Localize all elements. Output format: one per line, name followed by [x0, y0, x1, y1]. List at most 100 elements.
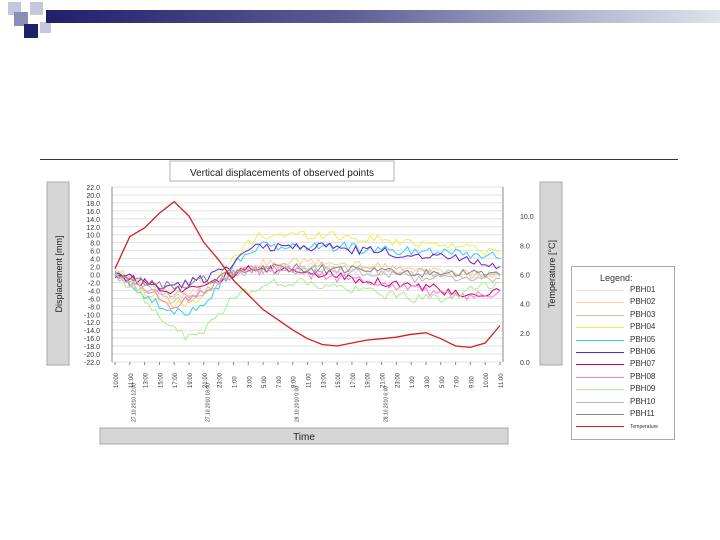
x-tick-label: 10:00: [484, 372, 490, 388]
series-line-pbh09: [114, 273, 501, 342]
legend-label: PBH11: [630, 409, 655, 418]
legend-item: PBH05: [576, 335, 672, 347]
legend-swatch: [576, 376, 624, 378]
legend-item: PBH02: [576, 297, 672, 309]
series-line-temperature: [114, 200, 501, 349]
y-tick-label: -20.0: [84, 352, 100, 359]
legend-swatch: [576, 389, 624, 391]
y-tick-label: 22.0: [86, 185, 100, 192]
y-tick-label: 20.0: [86, 193, 100, 200]
x-tick-label: 23:00: [218, 372, 224, 388]
x-tick-label: 11:00: [499, 373, 505, 388]
x-tick-label: 19:00: [366, 372, 372, 388]
legend-swatch: [576, 426, 624, 428]
x-tick-label: 7:00: [455, 376, 461, 388]
legend-swatch: [576, 302, 624, 304]
x-tick-label: 9:00: [469, 376, 475, 388]
legend-swatch: [576, 414, 624, 415]
y-label-panel: [46, 181, 70, 366]
legend-swatch: [576, 327, 624, 329]
x-tick-label: 3:00: [425, 376, 431, 388]
legend-item: PBH03: [576, 310, 672, 322]
y-tick-label: -18.0: [84, 344, 100, 351]
series-line-pbh03: [114, 261, 501, 305]
legend-label: Temperature: [630, 424, 659, 431]
series-line-pbh06: [114, 242, 501, 290]
y2-tick-label: 6.0: [520, 273, 530, 280]
date-label: 28.10.2010 0:00: [295, 386, 301, 422]
y-tick-label: -8.0: [88, 304, 100, 311]
y2-tick-label: 8.0: [520, 243, 530, 250]
legend-label: PBH07: [630, 359, 656, 369]
x-tick-label: 5:00: [262, 376, 268, 388]
legend-swatch: [576, 364, 624, 366]
deco-square: [8, 2, 21, 15]
y-tick-label: 6.0: [90, 249, 100, 256]
x-tick-label: 3:00: [247, 376, 253, 388]
x-tick-label: 17:00: [173, 372, 179, 388]
corner-decoration: [0, 0, 720, 40]
legend-item: PBH11: [576, 409, 672, 421]
x-tick-label: 10:00: [114, 372, 120, 388]
legend-label: PBH05: [630, 334, 656, 344]
legend-item: PBH09: [576, 384, 672, 396]
legend-swatch: [576, 352, 624, 353]
x-tick-label: 11:00: [307, 373, 313, 388]
y-tick-label: -10.0: [84, 312, 100, 319]
x-label-panel: [99, 427, 509, 445]
legend-label: PBH06: [630, 347, 656, 356]
y2-tick-label: 0.0: [520, 360, 530, 367]
legend-label: PBH04: [630, 322, 656, 332]
deco-square: [40, 22, 51, 33]
chart-title-box: [169, 160, 395, 182]
x-tick-label: 11:00: [129, 373, 135, 388]
deco-square: [24, 24, 38, 38]
x-tick-label: 19:00: [188, 372, 194, 388]
legend-label: PBH02: [630, 297, 656, 307]
x-tick-label: 5:00: [440, 376, 446, 388]
legend-label: PBH01: [630, 285, 656, 294]
x-tick-label: 17:00: [351, 372, 357, 388]
x-axis-label: Time: [293, 432, 315, 443]
y-tick-label: 10.0: [86, 233, 100, 240]
legend-label: PBH09: [630, 384, 656, 394]
series-line-pbh02: [114, 258, 501, 300]
y-tick-label: 8.0: [90, 241, 100, 248]
chart-title: Vertical displacements of observed point…: [190, 168, 374, 179]
y2-tick-labels: 10.0 8.0 6.0 4.0 2.0 0.0: [520, 214, 534, 367]
legend-title: Legend:: [600, 273, 633, 283]
x-tick-label: 13:00: [321, 372, 327, 388]
y2-tick-label: 10.0: [520, 214, 534, 221]
header-bar: [46, 10, 720, 23]
y-tick-label: 18.0: [86, 201, 100, 208]
legend-item: PBH06: [576, 347, 672, 359]
y-tick-label: 12.0: [86, 225, 100, 232]
y-tick-label: 16.0: [86, 209, 100, 216]
legend-item: PBH04: [576, 322, 672, 334]
legend-item: PBH07: [576, 359, 672, 371]
x-tick-label: 21:00: [203, 372, 209, 388]
legend-item: PBH08: [576, 372, 672, 384]
y-tick-label: -22.0: [84, 360, 100, 367]
title-rule: [40, 159, 678, 160]
legend-label: PBH08: [630, 371, 656, 381]
x-tick-label: 13:00: [144, 372, 150, 388]
y2-axis-label: Temperature [°C]: [547, 240, 557, 308]
y-tick-labels: 22.020.018.016.014.012.010.08.06.04.02.0…: [84, 185, 100, 367]
y-tick-label: -2.0: [88, 280, 100, 287]
y-tick-label: -14.0: [84, 328, 100, 335]
legend-swatch: [576, 314, 624, 316]
y2-tick-label: 4.0: [520, 302, 530, 309]
y-tick-label: 2.0: [90, 265, 100, 272]
x-tick-label: 15:00: [336, 372, 342, 388]
legend-item: Temperature: [576, 421, 672, 433]
x-tick-label: 1:00: [410, 376, 416, 388]
y-tick-label: -4.0: [88, 288, 100, 295]
series-line-pbh04: [114, 230, 501, 309]
chart-legend: Legend: PBH01 PBH02 PBH03 PBH04 PBH05 PBH06 PB…: [571, 266, 675, 440]
series-line-pbh11: [114, 262, 501, 291]
x-tick-label: 15:00: [158, 372, 164, 388]
x-tick-label: 1:00: [232, 376, 238, 388]
y2-label-panel: [539, 181, 563, 366]
